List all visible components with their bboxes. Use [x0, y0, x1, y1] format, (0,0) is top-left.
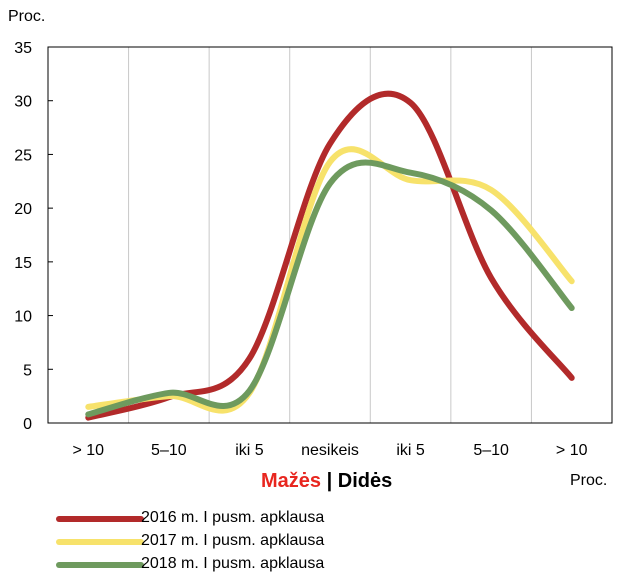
line-chart: 0 5 10 15 20 25 30 35 > 10 5–10 iki 5 nesikeis iki 5…	[14, 40, 613, 459]
x-tick-label: iki 5	[235, 442, 264, 459]
x-tick-label: 5–10	[473, 442, 509, 459]
y-tick-label: 15	[14, 255, 32, 272]
plot-area-frame	[47, 46, 613, 424]
x-axis-unit-label: Proc.	[570, 472, 608, 489]
y-tick-label: 0	[23, 416, 32, 433]
y-axis-label: Proc.	[8, 8, 46, 25]
y-tick-label: 30	[14, 94, 32, 111]
y-tick-label: 35	[14, 40, 32, 57]
series-line-0	[85, 90, 575, 421]
legend-swatch-2016	[56, 516, 144, 522]
legend-item-2017: 2017 m. I pusm. apklausa	[56, 531, 456, 553]
series-line-1	[85, 146, 575, 414]
x-axis-direction-label: Mažės | Didės	[261, 470, 392, 493]
x-tick-label: > 10	[556, 442, 588, 459]
legend-label-2016: 2016 m. I pusm. apklausa	[141, 509, 325, 526]
legend-item-2018: 2018 m. I pusm. apklausa	[56, 554, 456, 576]
x-tick-label: nesikeis	[301, 442, 359, 459]
legend-item-2016: 2016 m. I pusm. apklausa	[56, 508, 456, 530]
separator-label: |	[321, 470, 338, 492]
x-tick-label: iki 5	[396, 442, 425, 459]
axis-ticks: 0 5 10 15 20 25 30 35 > 10 5–10 iki 5 nesikeis iki 5…	[14, 40, 587, 459]
series-line-2	[85, 159, 575, 418]
increase-label: Didės	[337, 470, 393, 492]
x-tick-label: > 10	[72, 442, 104, 459]
chart-grid	[128, 47, 532, 423]
x-tick-label: 5–10	[151, 442, 187, 459]
y-tick-label: 20	[14, 201, 32, 218]
y-tick-label: 5	[23, 362, 32, 379]
legend-swatch-2017	[56, 539, 144, 545]
y-tick-label: 10	[14, 309, 32, 326]
series-lines	[85, 90, 575, 421]
y-tick-label: 25	[14, 147, 32, 164]
legend-swatch-2018	[56, 562, 144, 568]
legend-label-2017: 2017 m. I pusm. apklausa	[141, 532, 325, 549]
decrease-label: Mažės	[261, 470, 322, 492]
legend-label-2018: 2018 m. I pusm. apklausa	[141, 555, 325, 572]
